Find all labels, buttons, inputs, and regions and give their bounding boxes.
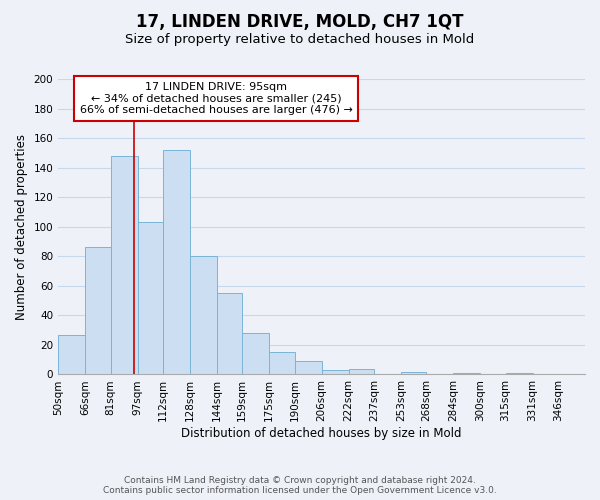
Bar [295, 361, 322, 374]
Text: Contains HM Land Registry data © Crown copyright and database right 2024.
Contai: Contains HM Land Registry data © Crown c… [103, 476, 497, 495]
Bar [137, 222, 163, 374]
Y-axis label: Number of detached properties: Number of detached properties [15, 134, 28, 320]
Bar [349, 368, 374, 374]
Bar [401, 372, 426, 374]
Bar [453, 373, 481, 374]
Text: Size of property relative to detached houses in Mold: Size of property relative to detached ho… [125, 32, 475, 46]
Bar [322, 370, 349, 374]
Bar [217, 293, 242, 374]
Bar [269, 352, 295, 374]
Bar [506, 373, 533, 374]
Bar [110, 156, 137, 374]
Bar [85, 248, 110, 374]
Text: 17, LINDEN DRIVE, MOLD, CH7 1QT: 17, LINDEN DRIVE, MOLD, CH7 1QT [136, 12, 464, 30]
Bar [242, 333, 269, 374]
Bar [163, 150, 190, 374]
Text: 17 LINDEN DRIVE: 95sqm
← 34% of detached houses are smaller (245)
66% of semi-de: 17 LINDEN DRIVE: 95sqm ← 34% of detached… [80, 82, 353, 115]
Bar [58, 334, 85, 374]
Bar [190, 256, 217, 374]
X-axis label: Distribution of detached houses by size in Mold: Distribution of detached houses by size … [181, 427, 462, 440]
